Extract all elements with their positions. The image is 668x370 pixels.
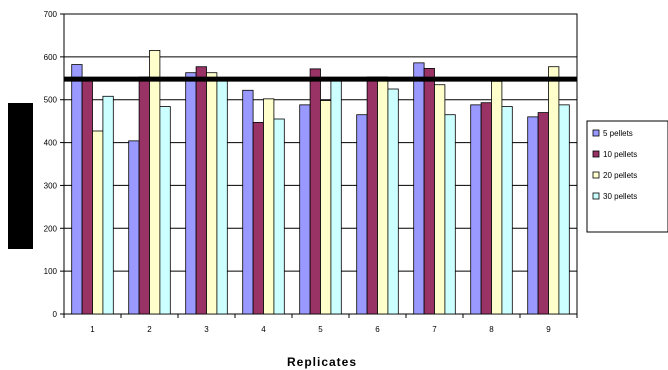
bar [330, 80, 342, 315]
y-axis-ticks: 0 100 200 300 400 500 600 700 [44, 10, 64, 319]
legend-label: 20 pellets [603, 171, 637, 180]
bar [159, 106, 171, 315]
bar [216, 80, 228, 315]
legend-swatch [592, 129, 600, 137]
legend-items: 5 pellets 10 pellets 20 pellets 30 pellets [592, 129, 637, 201]
x-tick-label: 4 [261, 325, 266, 334]
x-tick-label: 9 [546, 325, 551, 334]
y-axis-title-block [8, 103, 33, 249]
bar [92, 130, 104, 315]
bar [309, 68, 321, 315]
bar [81, 77, 93, 315]
y-tick-label: 200 [44, 224, 58, 233]
y-tick-label: 100 [44, 267, 58, 276]
x-axis-title: Replicates [287, 355, 357, 369]
x-tick-label: 7 [432, 325, 437, 334]
bar [299, 104, 311, 315]
legend-swatch [592, 192, 600, 200]
bar [320, 100, 332, 315]
bar [548, 66, 560, 315]
legend-swatch [592, 150, 600, 158]
bar [195, 66, 207, 315]
bar [366, 76, 378, 315]
bar [434, 84, 446, 315]
bar [71, 64, 83, 315]
bar [387, 88, 399, 315]
bar [444, 114, 456, 315]
bar [206, 72, 218, 315]
x-tick-label: 8 [489, 325, 494, 334]
bar [558, 104, 570, 315]
legend-label: 10 pellets [603, 150, 637, 159]
x-tick-label: 5 [318, 325, 323, 334]
bar [501, 106, 513, 315]
legend-label: 30 pellets [603, 192, 637, 201]
bar [273, 118, 285, 315]
bar [185, 72, 197, 315]
bar [252, 122, 264, 315]
y-tick-label: 300 [44, 181, 58, 190]
y-tick-label: 0 [53, 310, 58, 319]
y-tick-label: 600 [44, 53, 58, 62]
bar [480, 102, 492, 315]
bar [491, 80, 503, 315]
bar [470, 104, 482, 315]
legend [586, 120, 668, 233]
bar [149, 50, 161, 315]
bar [128, 140, 140, 315]
bar [263, 98, 275, 315]
y-tick-label: 500 [44, 96, 58, 105]
bar [377, 76, 389, 315]
x-tick-label: 6 [375, 325, 380, 334]
bar-series [71, 50, 570, 315]
bar [537, 112, 549, 315]
bar [242, 89, 254, 315]
bar [138, 76, 150, 315]
bar [527, 116, 539, 315]
bar [102, 95, 114, 315]
y-tick-label: 400 [44, 139, 58, 148]
x-tick-label: 3 [204, 325, 209, 334]
x-tick-label: 1 [90, 325, 95, 334]
legend-swatch [592, 171, 600, 179]
bar [423, 68, 435, 315]
y-tick-label: 700 [44, 10, 58, 19]
legend-label: 5 pellets [603, 129, 633, 138]
bar [413, 62, 425, 315]
x-axis-ticks: 1 2 3 4 5 6 7 8 9 [63, 314, 578, 334]
bar [356, 114, 368, 315]
x-tick-label: 2 [147, 325, 152, 334]
